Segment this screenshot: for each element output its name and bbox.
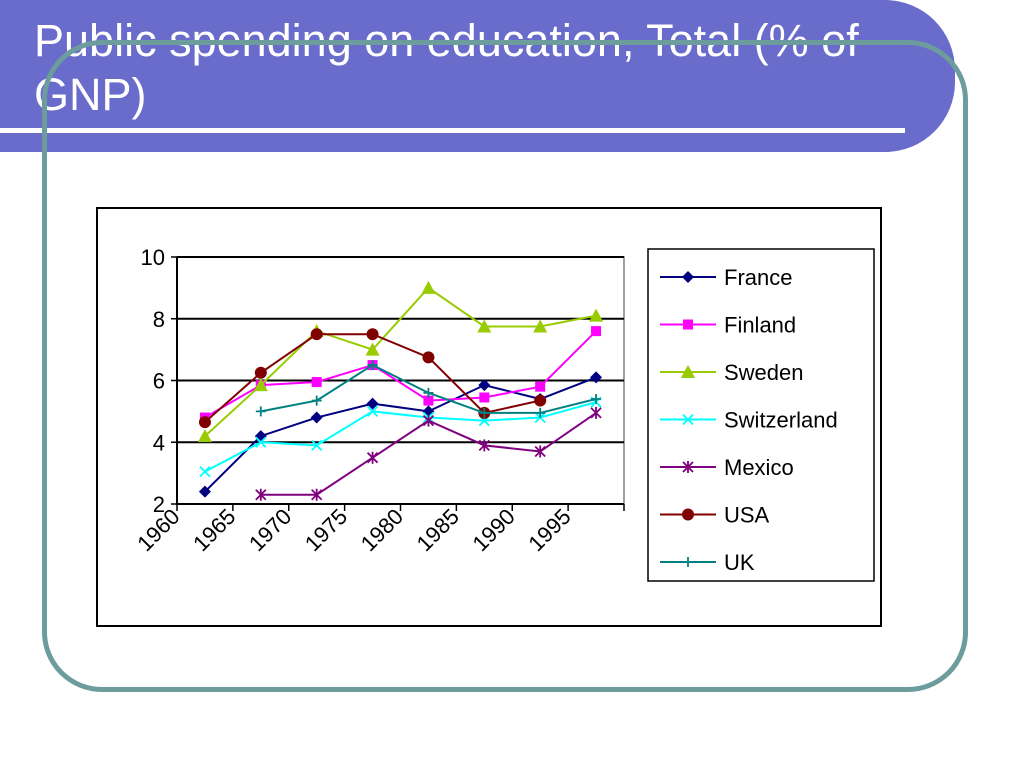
legend-marker-usa [682,508,694,521]
legend: France Finland Sweden Switzerland Mexico USA U… [647,248,875,582]
y-tick-label: 8 [153,307,165,332]
data-point-mexico [478,439,490,452]
data-point-switzerland [255,436,267,448]
data-point-finland [423,395,434,406]
data-point-switzerland [311,439,323,451]
data-point-sweden [365,342,380,356]
data-point-finland [535,381,546,392]
data-point-mexico [255,488,267,501]
legend-label-sweden: Sweden [724,360,804,385]
data-point-sweden [477,319,492,333]
legend-marker-france [682,271,694,283]
data-point-usa [366,328,379,341]
data-point-mexico [590,406,602,419]
legend-marker-sweden [681,365,695,378]
data-point-uk [423,387,434,398]
series-line-finland [204,330,597,419]
data-point-switzerland [366,405,379,418]
legend-label-usa: USA [724,503,770,528]
data-point-france [254,430,267,443]
y-tick-label: 10 [141,245,165,270]
legend-label-france: France [724,265,792,290]
data-point-sweden [589,308,604,322]
data-point-france [198,485,211,498]
data-point-france [478,379,491,392]
data-point-france [590,371,603,384]
series-line-switzerland [204,401,597,473]
data-point-sweden [253,378,268,392]
content-frame [42,40,968,692]
data-point-uk [479,407,490,418]
data-point-france [310,411,323,424]
data-point-usa [534,394,547,407]
legend-marker-switzerland [682,413,694,426]
data-point-uk [535,407,546,418]
x-tick-label: 1990 [467,504,519,556]
data-point-france [366,397,379,410]
data-point-mexico [422,414,435,427]
series-line-sweden [204,286,597,437]
title-banner [0,0,955,152]
plot-area: 2 4 6 8 10 1960 1965 1970 1975 1980 1985 1990 1995 [132,245,625,556]
data-point-usa [198,416,211,429]
x-tick-label: 1985 [412,504,464,556]
data-point-usa [310,328,323,341]
data-point-finland [591,326,602,337]
data-point-mexico [366,451,379,464]
data-point-usa [422,351,435,364]
data-point-switzerland [199,465,211,478]
y-tick-label: 2 [153,492,165,517]
x-tick-label: 1975 [300,504,352,556]
legend-label-uk: UK [724,550,755,575]
legend-label-finland: Finland [724,313,796,338]
y-tick-label: 6 [153,369,165,394]
data-point-sweden [197,429,212,443]
legend-marker-mexico [682,461,694,473]
x-tick-label: 1960 [132,504,184,556]
x-tick-label: 1965 [188,504,240,556]
x-tick-label: 1980 [356,504,408,556]
data-point-mexico [534,445,546,458]
data-point-mexico [311,488,323,501]
x-tick-label: 1970 [244,504,296,556]
data-point-sweden [533,319,548,333]
title-underline [0,128,905,133]
data-point-uk [367,360,378,371]
legend-label-mexico: Mexico [724,455,794,480]
y-tick-label: 4 [153,430,165,455]
data-point-usa [254,366,267,379]
series-line-france [204,376,597,493]
data-point-sweden [421,280,436,294]
legend-marker-uk [683,557,693,567]
chart-area: 2 4 6 8 10 1960 1965 1970 1975 1980 1985 1990 1995 F… [96,207,882,627]
legend-marker-finland [683,319,693,330]
data-point-finland [311,377,322,388]
data-point-uk [311,395,322,406]
data-point-uk [255,406,266,417]
legend-box [647,248,875,582]
data-point-finland [479,392,490,403]
line-chart: 2 4 6 8 10 1960 1965 1970 1975 1980 1985 1990 1995 F… [132,245,875,582]
data-point-uk [591,394,602,405]
legend-label-switzerland: Switzerland [724,408,838,433]
x-tick-label: 1995 [523,504,575,556]
